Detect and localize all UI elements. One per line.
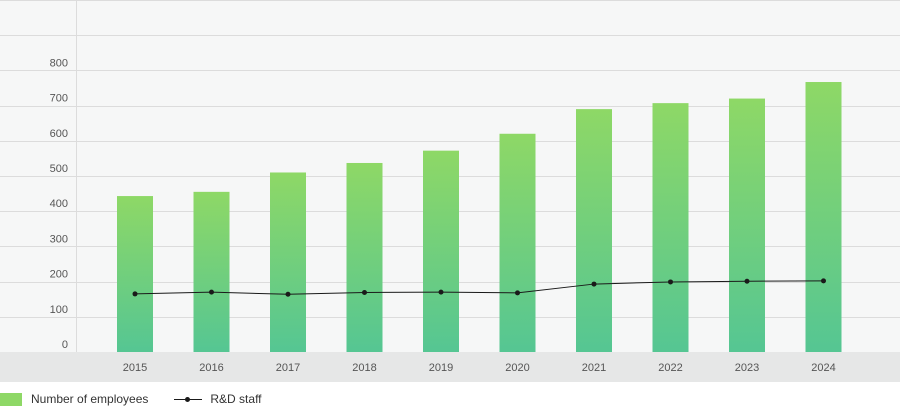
- y-tick-label: 0: [62, 339, 68, 351]
- legend-label-rd-staff: R&D staff: [210, 392, 262, 406]
- legend-label-employees: Number of employees: [31, 392, 149, 406]
- x-tick-label: 2016: [199, 362, 223, 374]
- y-tick-label: 300: [50, 233, 68, 245]
- rd-staff-line-layer: [132, 278, 826, 297]
- x-tick-label: 2022: [658, 362, 682, 374]
- legend: Number of employees R&D staff: [0, 390, 288, 408]
- y-tick-label: 800: [50, 57, 68, 69]
- legend-line-marker: [174, 393, 203, 406]
- x-tick-label: 2018: [352, 362, 376, 374]
- bar-employees: [117, 196, 153, 352]
- y-tick-label: 500: [50, 163, 68, 175]
- rd-staff-point: [132, 291, 138, 297]
- x-tick-label: 2023: [735, 362, 759, 374]
- x-tick-label: 2020: [505, 362, 529, 374]
- y-tick-label: 600: [50, 128, 68, 140]
- rd-staff-point: [515, 290, 520, 296]
- y-tick-label: 400: [50, 198, 68, 210]
- rd-staff-line: [134, 280, 824, 295]
- bar-employees: [729, 98, 765, 352]
- bar-employees: [193, 191, 230, 352]
- rd-staff-point: [591, 281, 597, 287]
- rd-staff-point: [668, 279, 673, 285]
- rd-staff-point: [209, 289, 214, 295]
- x-tick-labels: 2015 2016 2017 2018 2019 2020 2021 2022 2023 2024: [123, 362, 836, 374]
- rd-staff-point: [821, 278, 826, 284]
- rd-staff-point: [362, 290, 367, 296]
- bar-employees: [576, 109, 612, 353]
- x-axis-band: [0, 352, 900, 382]
- y-tick-labels: 0 100 200 300 400 500 600 700 800: [50, 57, 68, 351]
- bar-employees: [499, 133, 536, 352]
- rd-staff-point: [285, 291, 291, 297]
- x-tick-label: 2015: [123, 362, 147, 374]
- x-tick-label: 2024: [811, 362, 835, 374]
- y-tick-label: 700: [50, 93, 68, 105]
- legend-swatch-employees: [0, 392, 22, 406]
- x-tick-label: 2021: [582, 362, 606, 374]
- x-tick-label: 2017: [276, 362, 300, 374]
- bars: [117, 82, 842, 353]
- bar-employees: [423, 150, 459, 352]
- y-tick-label: 200: [50, 269, 68, 281]
- y-tick-label: 100: [50, 304, 68, 316]
- rd-staff-point: [744, 278, 750, 284]
- x-tick-label: 2019: [429, 362, 453, 374]
- bar-employees: [805, 82, 842, 353]
- bar-employees: [270, 172, 306, 352]
- rd-staff-point: [438, 289, 444, 295]
- legend-item-rd-staff: R&D staff: [174, 392, 262, 406]
- bar-employees: [652, 103, 689, 352]
- bar-employees: [346, 162, 383, 352]
- legend-item-employees: Number of employees: [0, 392, 148, 406]
